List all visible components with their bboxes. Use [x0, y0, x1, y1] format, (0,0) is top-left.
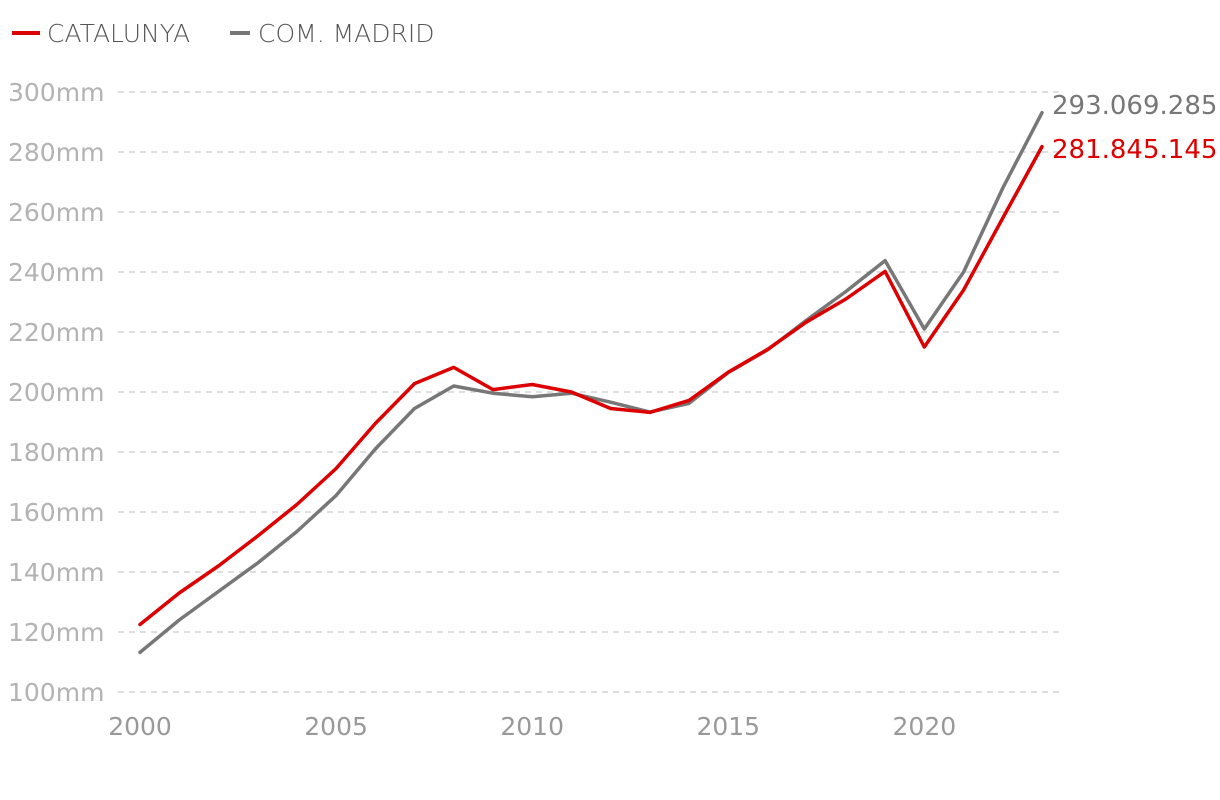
y-tick-label: 220mm — [8, 318, 104, 347]
y-tick-label: 260mm — [8, 198, 104, 227]
y-axis-ticks: 100mm 120mm 140mm 160mm 180mm 200mm 220mm 240mm… — [8, 78, 104, 707]
series-lines — [138, 110, 1044, 655]
x-tick-label: 2005 — [304, 712, 368, 741]
y-tick-label: 120mm — [8, 618, 104, 647]
x-tick-label: 2015 — [696, 712, 760, 741]
x-tick-label: 2000 — [108, 712, 172, 741]
y-tick-label: 200mm — [8, 378, 104, 407]
legend-label-catalunya: CATALUNYA — [47, 19, 190, 48]
gridlines — [118, 91, 1062, 693]
legend-label-madrid: COM. MADRID — [258, 19, 435, 48]
end-label-madrid: 293.069.285 — [1052, 91, 1217, 121]
y-tick-label: 280mm — [8, 138, 104, 167]
y-tick-label: 140mm — [8, 558, 104, 587]
legend: CATALUNYA COM. MADRID — [12, 19, 435, 48]
y-tick-label: 100mm — [8, 678, 104, 707]
x-tick-label: 2020 — [893, 712, 957, 741]
series-line-madrid — [138, 110, 1044, 655]
x-tick-label: 2010 — [500, 712, 564, 741]
end-label-catalunya: 281.845.145 — [1052, 135, 1217, 165]
y-tick-label: 160mm — [8, 498, 104, 527]
y-tick-label: 180mm — [8, 438, 104, 467]
y-tick-label: 300mm — [8, 78, 104, 107]
x-axis-ticks: 2000 2005 2010 2015 2020 — [108, 712, 956, 741]
y-tick-label: 240mm — [8, 258, 104, 287]
series-line-catalunya — [138, 144, 1044, 627]
